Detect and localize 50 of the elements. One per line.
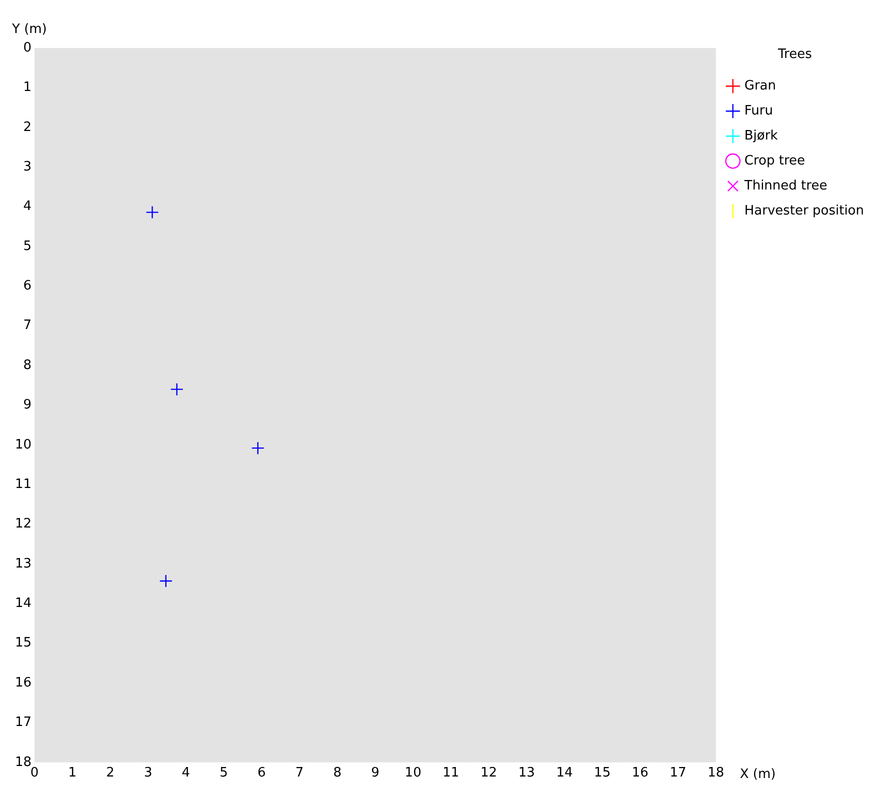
y-tick-label: 12 xyxy=(14,516,32,532)
x-axis-title: X (m) xyxy=(740,766,776,782)
legend-label: Crop tree xyxy=(744,153,806,168)
x-tick-label: 14 xyxy=(556,766,573,781)
x-tick-label: 18 xyxy=(708,766,724,781)
x-tick-label: 15 xyxy=(594,766,611,781)
y-tick-label: 14 xyxy=(14,596,32,612)
x-tick-label: 7 xyxy=(295,766,304,781)
x-tick-label: 4 xyxy=(182,766,190,781)
y-tick-label: 13 xyxy=(14,556,32,572)
legend-label: Thinned tree xyxy=(743,178,828,194)
x-tick-label: 5 xyxy=(220,766,228,781)
x-tick-label: 13 xyxy=(518,766,535,781)
x-tick-label: 8 xyxy=(333,766,342,781)
legend-label: Gran xyxy=(744,78,776,94)
y-tick-label: 7 xyxy=(23,318,32,334)
x-tick-label: 12 xyxy=(480,766,498,781)
y-tick-label: 5 xyxy=(23,238,32,254)
y-tick-label: 9 xyxy=(23,398,32,413)
x-tick-label: 10 xyxy=(404,766,422,781)
y-tick-label: 15 xyxy=(14,636,32,651)
point xyxy=(251,441,264,455)
x-tick-label: 11 xyxy=(442,766,460,781)
y-tick-label: 0 xyxy=(23,40,32,56)
y-tick-label: 8 xyxy=(23,358,32,373)
y-tick-label: 6 xyxy=(23,278,32,294)
x-tick-label: 1 xyxy=(68,766,77,781)
x-tick-label: 9 xyxy=(371,766,380,781)
legend-label: Harvester position xyxy=(744,203,864,218)
y-tick-label: 17 xyxy=(14,715,32,730)
legend-title: Trees xyxy=(777,46,812,62)
y-axis-title: Y (m) xyxy=(11,22,47,37)
x-tick-label: 2 xyxy=(106,766,114,781)
x-tick-label: 6 xyxy=(258,766,266,781)
y-tick-label: 10 xyxy=(14,437,32,452)
x-tick-label: 17 xyxy=(670,766,686,781)
y-tick-label: 2 xyxy=(23,120,32,135)
y-tick-label: 1 xyxy=(23,80,32,96)
point xyxy=(159,574,172,588)
y-tick-label: 4 xyxy=(23,199,32,214)
point xyxy=(146,206,159,219)
x-tick-label: 3 xyxy=(144,766,152,781)
x-tick-label: 16 xyxy=(632,766,648,781)
y-tick-label: 18 xyxy=(14,754,32,770)
point xyxy=(170,382,184,396)
legend-label: Bjørk xyxy=(744,128,778,144)
y-tick-label: 16 xyxy=(14,675,32,690)
legend-label: Furu xyxy=(744,103,773,118)
y-tick-label: 11 xyxy=(14,476,32,492)
y-tick-label: 3 xyxy=(23,159,32,174)
